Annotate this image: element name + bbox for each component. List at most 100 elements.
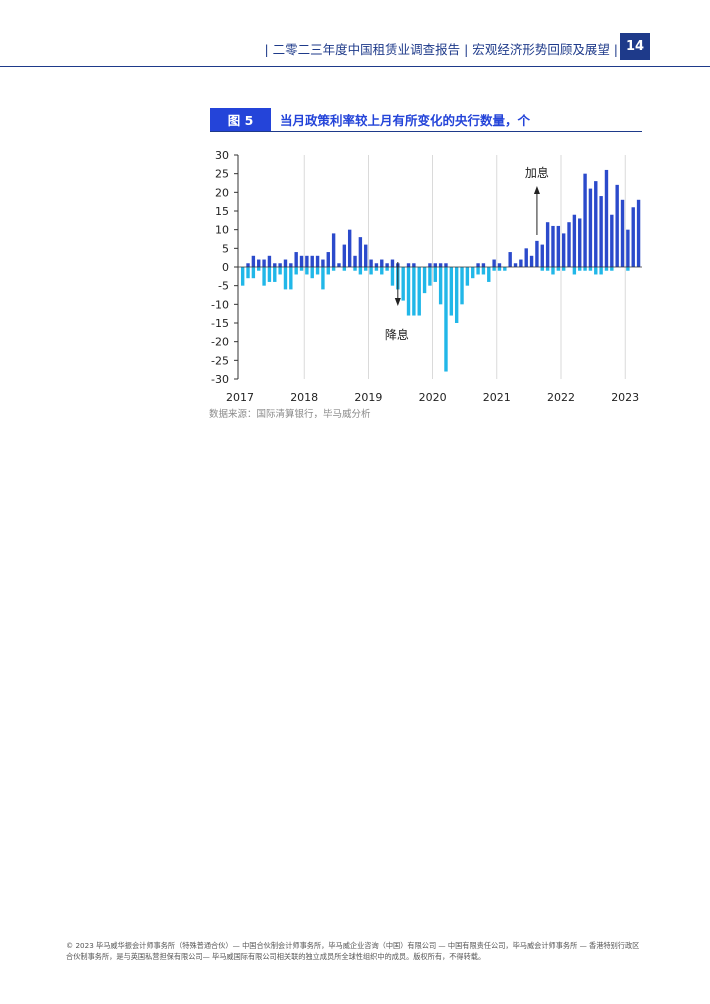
bar-cut [497,267,502,271]
x-tick-label: 2018 [290,391,318,404]
x-axis-ticks: 2017 2018 2019 2020 2021 2022 2023 [226,391,639,404]
bar-hike [620,199,625,267]
bar-hike [578,218,582,267]
bar-cut [583,267,587,271]
bar-cut [599,267,603,275]
bar-hike [535,240,539,267]
bar-hike [364,244,368,267]
bar-hike [545,222,550,267]
bar-hike [299,255,304,267]
bar-cut [246,267,250,279]
bar-cut [476,267,480,275]
bar-cut [262,267,266,286]
bar-cut [310,267,314,279]
bar-cut [545,267,550,271]
bar-cut [315,267,320,275]
bar-hike [572,214,577,267]
y-tick-label: 20 [215,186,229,199]
bar-cut [283,267,288,290]
y-tick-label: -15 [211,317,229,330]
bar-hike [599,196,603,267]
bar-hike [262,259,266,267]
bar-cut [588,267,593,271]
bar-cut [331,267,336,271]
bar-hike [492,259,496,267]
bar-hike [551,225,555,267]
bar-hike [626,229,630,267]
bar-hike [497,263,502,267]
bar-hike [594,181,598,267]
bar-cut [353,267,357,271]
footer-copyright: © 2023 毕马威华振会计师事务所（特殊普通合伙）— 中国合伙制会计师事务所，… [66,941,640,961]
bar-cut [578,267,582,271]
bar-cut [449,267,454,316]
bar-cut [540,267,544,271]
figure-source: 数据来源：国际清算银行，毕马威分析 [209,409,371,420]
bar-cut [380,267,384,275]
bar-hike [556,225,561,267]
y-tick-label: 10 [215,224,229,237]
bar-hike [374,263,379,267]
bar-hike [246,263,250,267]
bar-cut [278,267,282,275]
bar-hike [444,263,448,267]
figure-tag: 图 5 [210,108,271,131]
bar-hike [561,233,566,267]
bar-hike [604,169,609,267]
bar-hike [631,207,635,267]
bar-hike [380,259,384,267]
bar-cut [385,267,389,271]
bar-cut [433,267,437,282]
bar-hike [385,263,389,267]
bar-hike [321,259,325,267]
bar-hike [438,263,443,267]
bar-hike [481,263,486,267]
y-tick-label: 5 [222,242,229,255]
bar-hike [476,263,480,267]
bar-cut [251,267,256,279]
y-tick-label: -10 [211,298,229,311]
bar-cut [561,267,566,271]
x-tick-label: 2020 [419,391,447,404]
bar-cut [342,267,347,271]
bars [240,169,641,372]
bar-hike [305,255,309,267]
y-tick-label: 0 [222,261,229,274]
x-tick-label: 2019 [354,391,382,404]
cut-arrow-head [394,298,401,306]
bar-hike [337,263,341,267]
x-tick-label: 2021 [483,391,511,404]
bar-hike [278,263,282,267]
bar-hike [583,173,587,267]
bar-hike [310,255,314,267]
x-tick-label: 2023 [611,391,639,404]
bar-cut [444,267,448,372]
cut-annotation: 降息 [385,327,409,342]
bar-cut [551,267,555,275]
x-tick-label: 2017 [226,391,254,404]
y-tick-label: -25 [211,354,229,367]
bar-hike [524,248,528,267]
bar-hike [369,259,373,267]
bar-cut [257,267,261,271]
bar-cut [503,267,507,271]
bar-hike [615,184,619,267]
bar-cut [487,267,491,282]
bar-cut [358,267,363,275]
figure-title: 当月政策利率较上月有所变化的央行数量，个 [280,113,531,128]
header-divider [0,66,710,67]
bar-cut [594,267,598,275]
bar-cut [471,267,475,279]
bar-cut [412,267,416,316]
bar-cut [390,267,395,286]
y-tick-label: -20 [211,336,229,349]
bar-hike [347,229,352,267]
bar-hike [315,255,320,267]
figure-divider [210,131,642,132]
bar-cut [406,267,411,316]
y-tick-label: -5 [218,280,229,293]
bar-hike [406,263,411,267]
axes [237,155,642,379]
bar-hike [331,233,336,267]
